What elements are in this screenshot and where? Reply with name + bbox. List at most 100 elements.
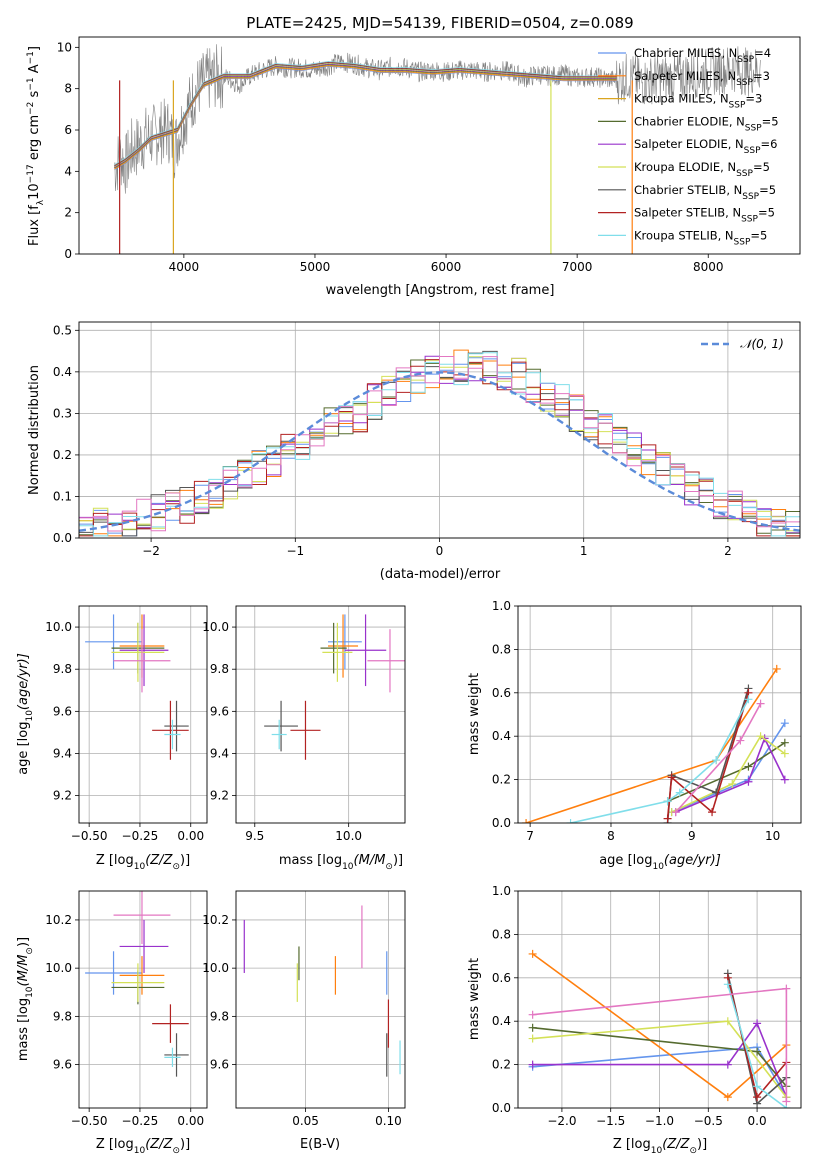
weight-series	[671, 735, 786, 813]
y-tick-label: 0	[64, 247, 72, 261]
x-tick-label: −1.5	[596, 1114, 625, 1128]
label-part: =5	[750, 228, 767, 242]
x-axis-label: mass [log10(M/M⊙)]	[279, 853, 403, 872]
residual-legend: 𝒩(0, 1)	[701, 337, 784, 351]
label-part: Flux [f	[27, 205, 42, 246]
weight-marker	[780, 719, 789, 728]
weight-marker	[744, 777, 753, 786]
y-tick-label: 0.1	[53, 489, 72, 503]
data-point	[152, 1004, 189, 1043]
axes-frame	[78, 605, 208, 824]
data-point	[264, 700, 298, 752]
label-part: 10	[25, 710, 35, 722]
data-point	[164, 1033, 189, 1077]
y-tick-label: 0.6	[492, 971, 511, 985]
weight-marker	[712, 756, 721, 765]
y-axis-label: mass weight	[467, 958, 482, 1040]
y-tick-label: 9.2	[53, 789, 72, 803]
label-part: SSP	[744, 146, 761, 156]
plot-area	[85, 891, 189, 1077]
y-tick-label: 9.8	[53, 1009, 72, 1023]
weight-marker	[756, 732, 765, 741]
x-tick-label: −0.5	[694, 1114, 723, 1128]
data-point	[322, 622, 353, 682]
axes-frame	[517, 605, 802, 824]
y-tick-label: 10.0	[45, 961, 72, 975]
model-spectrum	[114, 63, 617, 168]
label-part: s	[27, 90, 42, 101]
label-part: erg cm	[27, 115, 42, 164]
weight-marker	[528, 1010, 537, 1019]
label-part: )]	[697, 1137, 707, 1152]
label-part: =5	[753, 160, 770, 174]
y-tick-label: 0.8	[492, 642, 511, 656]
weight-marker	[675, 788, 684, 797]
legend-entry: Salpeter STELIB, NSSP=5	[634, 206, 775, 225]
label-part: Kroupa STELIB, N	[634, 228, 734, 242]
y-tick-label: 10.2	[202, 913, 229, 927]
y-tick-label: 1.0	[492, 599, 511, 613]
label-part: SSP	[742, 192, 759, 202]
label-part: =5	[759, 183, 776, 197]
weight-marker	[671, 808, 680, 817]
weight-marker	[728, 779, 737, 788]
label-part: Salpeter STELIB, N	[634, 206, 741, 220]
x-tick-label: 0.05	[292, 1114, 319, 1128]
x-tick-label: −1	[286, 544, 304, 558]
y-tick-label: 9.6	[53, 704, 72, 718]
weight-marker	[663, 814, 672, 823]
x-tick-label: 9.5	[245, 829, 264, 843]
label-part: =6	[761, 137, 778, 151]
legend-entry: Chabrier MILES, NSSP=4	[634, 46, 771, 65]
x-tick-label: 0	[436, 544, 444, 558]
legend-entry: Kroupa MILES, NSSP=3	[634, 92, 762, 111]
label-part: SSP	[741, 215, 758, 225]
label-part: ⊙	[172, 1146, 180, 1156]
weight-marker	[744, 762, 753, 771]
label-part: −17	[26, 164, 36, 183]
weight-marker	[782, 984, 791, 993]
y-tick-label: 10	[57, 40, 72, 54]
x-tick-label: −1.0	[645, 1114, 674, 1128]
weight-marker	[528, 1023, 537, 1032]
y-tick-label: 10.0	[202, 961, 229, 975]
y-tick-label: 8	[64, 82, 72, 96]
data-point	[119, 614, 169, 687]
x-tick-label: −0.50	[71, 829, 108, 843]
y-tick-label: 0.2	[492, 1058, 511, 1072]
label-part: (Z/Z	[662, 1137, 690, 1152]
label-part: 10	[342, 862, 354, 872]
weight-marker	[723, 1060, 732, 1069]
y-tick-label: 0.2	[492, 773, 511, 787]
chart-title: PLATE=2425, MJD=54139, FIBERID=0504, z=0…	[246, 14, 633, 32]
data-point	[85, 951, 142, 995]
y-tick-label: 9.6	[53, 1058, 72, 1072]
label-part: )]	[180, 853, 190, 868]
label-part: =3	[745, 92, 762, 106]
weight-marker	[744, 695, 753, 704]
label-part: age [log	[599, 853, 652, 868]
weight-marker	[753, 1047, 762, 1056]
weight-marker	[528, 1060, 537, 1069]
label-part: Kroupa MILES, N	[634, 92, 729, 106]
weight-marker	[753, 1019, 762, 1028]
y-tick-label: 9.4	[53, 746, 72, 760]
label-part: Chabrier STELIB, N	[634, 183, 742, 197]
x-tick-label: 8000	[693, 260, 724, 274]
label-part: 10	[134, 862, 146, 872]
data-point	[367, 629, 405, 693]
weight-marker	[723, 1093, 732, 1102]
weight-marker	[566, 819, 575, 823]
weight-marker	[780, 738, 789, 747]
axes-frame	[78, 321, 801, 539]
data-point	[113, 629, 171, 693]
y-axis-label: mass [log10(M/M⊙)]	[16, 937, 35, 1061]
x-tick-label: 10.0	[335, 829, 362, 843]
data-point	[164, 1047, 181, 1068]
data-point	[111, 622, 165, 682]
residual-histogram	[79, 356, 800, 532]
label-part: ⊙	[172, 862, 180, 872]
x-axis-label: age [log10(age/yr)]	[599, 853, 721, 872]
x-axis-label: Z [log10(Z/Z⊙)]	[96, 853, 190, 872]
